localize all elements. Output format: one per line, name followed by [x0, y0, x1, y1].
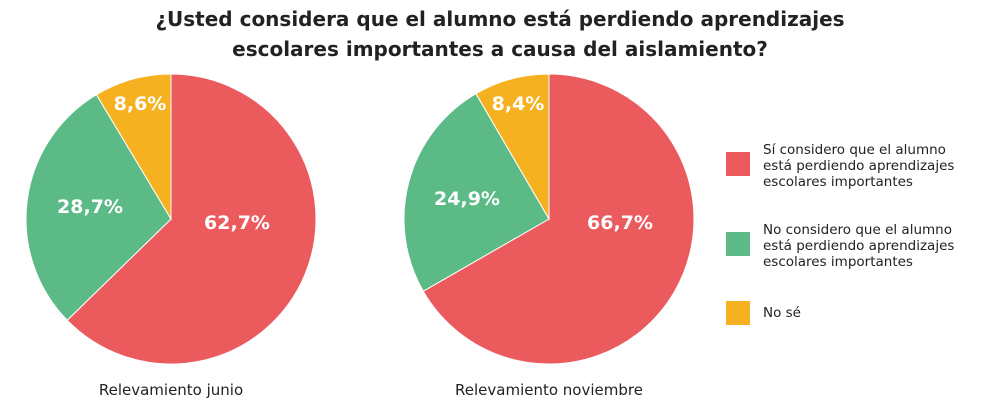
legend-label-no: No considero que el alumno está perdiend…	[763, 222, 955, 270]
slice-label-junio-no-se: 8,6%	[114, 93, 167, 115]
pie-slice-junio-si	[66, 73, 317, 365]
slice-label-junio-si: 62,7%	[204, 212, 270, 234]
legend-swatch-si	[726, 152, 750, 176]
pie-slice-noviembre-no-se	[475, 73, 550, 221]
chart-title-line-1: ¿Usted considera que el alumno está perd…	[155, 7, 845, 31]
pie-slice-junio-no	[25, 93, 172, 321]
slice-label-noviembre-no: 24,9%	[434, 188, 500, 210]
pie-caption-noviembre: Relevamiento noviembre	[455, 381, 643, 399]
pie-slice-noviembre-no	[403, 93, 550, 292]
pie-slice-junio-no-se	[95, 73, 172, 221]
legend-swatch-ns	[726, 301, 750, 325]
legend-label-si: Sí considero que el alumno está perdiend…	[763, 142, 955, 190]
slice-label-noviembre-si: 66,7%	[587, 212, 653, 234]
pie-chart-noviembre: 66,7% 24,9% 8,4% Relevamiento noviembre	[403, 73, 695, 399]
pie-chart-junio: 62,7% 28,7% 8,6% Relevamiento junio	[25, 73, 317, 399]
slice-label-junio-no: 28,7%	[57, 196, 123, 218]
legend-label-ns: No sé	[763, 305, 801, 321]
chart-title-line-2: escolares importantes a causa del aislam…	[232, 37, 768, 61]
pie-caption-junio: Relevamiento junio	[99, 381, 243, 399]
legend-swatch-no	[726, 232, 750, 256]
slice-label-noviembre-no-se: 8,4%	[492, 93, 545, 115]
chart-title: ¿Usted considera que el alumno está perd…	[0, 4, 1000, 64]
pie-slice-noviembre-si	[422, 73, 695, 365]
